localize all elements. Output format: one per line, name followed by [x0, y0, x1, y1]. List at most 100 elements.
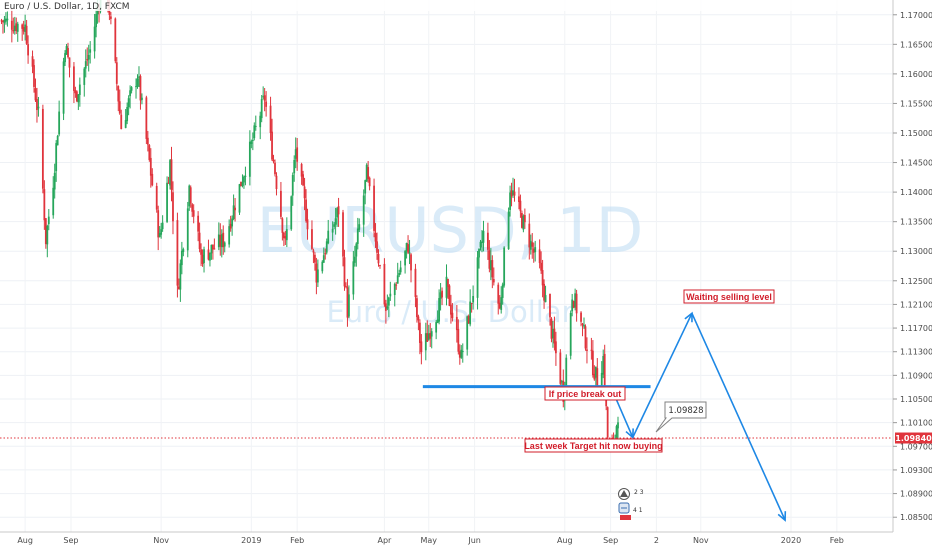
candle[interactable] — [476, 250, 479, 310]
candle[interactable] — [461, 343, 464, 363]
candle[interactable] — [469, 289, 472, 327]
candle[interactable] — [12, 17, 15, 34]
candle[interactable] — [331, 221, 334, 241]
candle[interactable] — [130, 86, 133, 94]
candle[interactable] — [574, 288, 577, 311]
candle[interactable] — [41, 104, 44, 194]
candle[interactable] — [74, 86, 77, 98]
candle[interactable] — [3, 15, 6, 33]
candle[interactable] — [416, 295, 418, 323]
candle[interactable] — [550, 317, 553, 343]
candle[interactable] — [457, 319, 460, 355]
candle[interactable] — [590, 337, 593, 360]
candle[interactable] — [170, 146, 173, 202]
candle[interactable] — [53, 163, 56, 199]
candle[interactable] — [424, 322, 427, 361]
candle[interactable] — [291, 172, 294, 206]
candle[interactable] — [417, 314, 420, 331]
candle[interactable] — [355, 242, 358, 267]
candle[interactable] — [275, 172, 278, 196]
candle[interactable] — [223, 241, 226, 253]
candle[interactable] — [262, 86, 265, 100]
candle[interactable] — [572, 300, 575, 309]
candle[interactable] — [274, 159, 276, 177]
candle[interactable] — [151, 168, 154, 187]
candle[interactable] — [240, 181, 242, 187]
candle[interactable] — [44, 218, 47, 249]
candle[interactable] — [114, 17, 117, 64]
candle[interactable] — [179, 259, 182, 302]
candle[interactable] — [376, 232, 378, 260]
candle[interactable] — [602, 349, 605, 379]
candle[interactable] — [228, 219, 231, 248]
candle[interactable] — [89, 41, 92, 64]
candle[interactable] — [22, 20, 25, 35]
candle[interactable] — [373, 178, 375, 238]
candle[interactable] — [126, 102, 129, 125]
candle[interactable] — [580, 311, 582, 327]
candle[interactable] — [243, 175, 245, 189]
candle[interactable] — [109, 11, 112, 25]
candle[interactable] — [522, 214, 525, 233]
candle[interactable] — [552, 321, 554, 348]
annotation-selling-level[interactable]: Waiting selling level — [683, 289, 775, 304]
candle[interactable] — [296, 138, 299, 171]
candle[interactable] — [491, 255, 494, 289]
candle[interactable] — [46, 224, 49, 258]
candle[interactable] — [6, 11, 9, 27]
candle[interactable] — [581, 322, 584, 337]
candle[interactable] — [379, 264, 381, 269]
projection-path[interactable] — [612, 311, 787, 522]
candle[interactable] — [596, 358, 599, 389]
candle[interactable] — [200, 243, 202, 267]
candle[interactable] — [356, 217, 359, 250]
candle[interactable] — [197, 211, 200, 242]
candle[interactable] — [36, 87, 38, 123]
candle[interactable] — [93, 13, 96, 59]
candle[interactable] — [138, 66, 140, 88]
candle[interactable] — [436, 310, 439, 324]
candle[interactable] — [314, 252, 316, 271]
candle[interactable] — [518, 187, 520, 210]
candle[interactable] — [365, 163, 368, 182]
candle[interactable] — [118, 89, 121, 115]
annotation-target-hit[interactable]: Last week Target hit now buying — [524, 438, 663, 453]
candle[interactable] — [534, 240, 537, 262]
candle[interactable] — [367, 160, 370, 183]
candle[interactable] — [311, 220, 313, 251]
candle[interactable] — [439, 282, 442, 311]
candle[interactable] — [13, 16, 16, 35]
candle[interactable] — [222, 225, 225, 255]
candle[interactable] — [488, 240, 491, 273]
candle[interactable] — [182, 247, 185, 257]
candle[interactable] — [429, 323, 432, 347]
candle[interactable] — [55, 140, 58, 182]
candle[interactable] — [345, 282, 347, 289]
candle[interactable] — [396, 262, 399, 284]
news-event-icon[interactable]: 4 1 — [618, 502, 643, 520]
candle[interactable] — [73, 62, 75, 104]
candle[interactable] — [559, 349, 562, 386]
candle[interactable] — [303, 177, 306, 211]
candle[interactable] — [64, 50, 66, 66]
candle[interactable] — [435, 320, 438, 340]
candle[interactable] — [492, 267, 495, 286]
candle[interactable] — [210, 244, 213, 260]
candle[interactable] — [145, 95, 148, 145]
candle[interactable] — [426, 320, 429, 343]
candle[interactable] — [192, 204, 195, 224]
candle[interactable] — [519, 194, 522, 218]
candle[interactable] — [342, 209, 344, 267]
candle[interactable] — [500, 286, 503, 314]
candle[interactable] — [460, 345, 463, 359]
candle[interactable] — [482, 220, 485, 252]
candle[interactable] — [543, 279, 545, 309]
candle[interactable] — [290, 195, 293, 231]
candle[interactable] — [312, 248, 315, 264]
candle[interactable] — [177, 278, 180, 290]
candle[interactable] — [322, 247, 325, 263]
candle[interactable] — [305, 189, 307, 223]
candle[interactable] — [389, 281, 392, 301]
candle[interactable] — [583, 317, 585, 329]
candle[interactable] — [188, 184, 191, 211]
